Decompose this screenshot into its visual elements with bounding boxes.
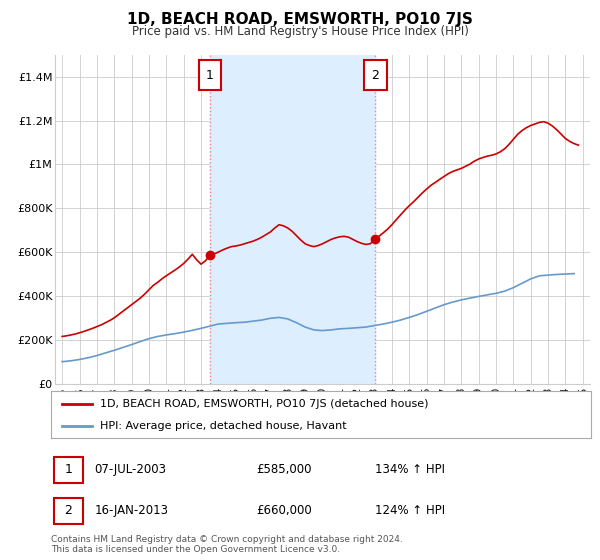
Text: HPI: Average price, detached house, Havant: HPI: Average price, detached house, Hava… [100,421,346,431]
Text: 1D, BEACH ROAD, EMSWORTH, PO10 7JS: 1D, BEACH ROAD, EMSWORTH, PO10 7JS [127,12,473,27]
Text: 124% ↑ HPI: 124% ↑ HPI [375,504,445,517]
Text: 16-JAN-2013: 16-JAN-2013 [94,504,168,517]
Text: 2: 2 [65,504,73,517]
Text: Contains HM Land Registry data © Crown copyright and database right 2024.
This d: Contains HM Land Registry data © Crown c… [51,535,403,554]
Text: 07-JUL-2003: 07-JUL-2003 [94,463,166,477]
Text: 2: 2 [371,68,379,82]
Text: 1: 1 [65,463,73,477]
Text: £660,000: £660,000 [256,504,312,517]
Text: 1: 1 [206,68,214,82]
Text: £585,000: £585,000 [256,463,312,477]
Bar [210,55,375,384]
FancyBboxPatch shape [54,457,83,483]
FancyBboxPatch shape [54,498,83,524]
Text: 134% ↑ HPI: 134% ↑ HPI [375,463,445,477]
Text: 1D, BEACH ROAD, EMSWORTH, PO10 7JS (detached house): 1D, BEACH ROAD, EMSWORTH, PO10 7JS (deta… [100,399,428,409]
Text: Price paid vs. HM Land Registry's House Price Index (HPI): Price paid vs. HM Land Registry's House … [131,25,469,38]
